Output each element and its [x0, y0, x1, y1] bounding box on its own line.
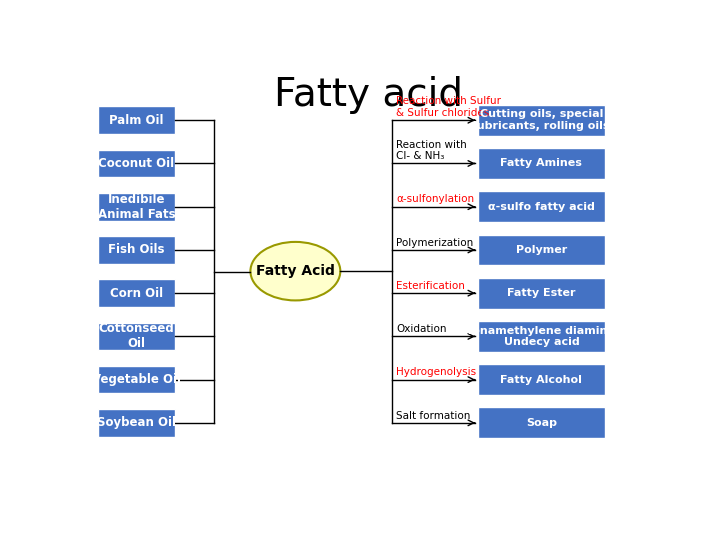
Text: Hydrogenolysis: Hydrogenolysis: [396, 367, 476, 377]
FancyBboxPatch shape: [477, 234, 606, 265]
Text: Polymer: Polymer: [516, 245, 567, 255]
Ellipse shape: [251, 242, 341, 300]
Text: Inedibile
Animal Fats: Inedibile Animal Fats: [98, 193, 175, 221]
FancyBboxPatch shape: [98, 409, 175, 437]
Text: Fatty Ester: Fatty Ester: [507, 288, 576, 298]
Text: Fatty acid: Fatty acid: [274, 76, 464, 114]
FancyBboxPatch shape: [98, 106, 175, 134]
FancyBboxPatch shape: [98, 366, 175, 394]
Text: Nonamethylene diamine,
Undecy acid: Nonamethylene diamine, Undecy acid: [464, 326, 619, 347]
Text: Corn Oil: Corn Oil: [110, 287, 163, 300]
FancyBboxPatch shape: [477, 148, 606, 179]
Text: Vegetable Oil: Vegetable Oil: [92, 373, 181, 386]
Text: Cutting oils, special
lubricants, rolling oils: Cutting oils, special lubricants, rollin…: [473, 110, 610, 131]
Text: Coconut Oil: Coconut Oil: [99, 157, 174, 170]
Text: Fatty Acid: Fatty Acid: [256, 264, 335, 278]
Text: Palm Oil: Palm Oil: [109, 114, 163, 127]
FancyBboxPatch shape: [477, 321, 606, 352]
Text: Reaction with
Cl- & NH₃: Reaction with Cl- & NH₃: [396, 139, 467, 161]
FancyBboxPatch shape: [477, 364, 606, 395]
FancyBboxPatch shape: [477, 278, 606, 308]
Text: Reaction with Sulfur
& Sulfur chlorides: Reaction with Sulfur & Sulfur chlorides: [396, 96, 501, 118]
Text: Fatty Amines: Fatty Amines: [500, 158, 582, 168]
FancyBboxPatch shape: [98, 150, 175, 177]
FancyBboxPatch shape: [477, 191, 606, 222]
Text: Soap: Soap: [526, 418, 557, 428]
FancyBboxPatch shape: [98, 322, 175, 350]
FancyBboxPatch shape: [98, 279, 175, 307]
Text: Polymerization: Polymerization: [396, 238, 473, 248]
Text: Fish Oils: Fish Oils: [108, 244, 165, 256]
Text: Cottonseed
Oil: Cottonseed Oil: [99, 322, 174, 350]
Text: Oxidation: Oxidation: [396, 324, 446, 334]
Text: α-sulfo fatty acid: α-sulfo fatty acid: [488, 202, 595, 212]
Text: α-sulfonylation: α-sulfonylation: [396, 194, 474, 204]
Text: Esterification: Esterification: [396, 281, 465, 291]
Text: Soybean Oil: Soybean Oil: [97, 416, 176, 429]
Text: Fatty Alcohol: Fatty Alcohol: [500, 375, 582, 384]
FancyBboxPatch shape: [477, 105, 606, 136]
FancyBboxPatch shape: [477, 408, 606, 438]
Text: Salt formation: Salt formation: [396, 410, 470, 421]
FancyBboxPatch shape: [98, 193, 175, 220]
FancyBboxPatch shape: [98, 236, 175, 264]
